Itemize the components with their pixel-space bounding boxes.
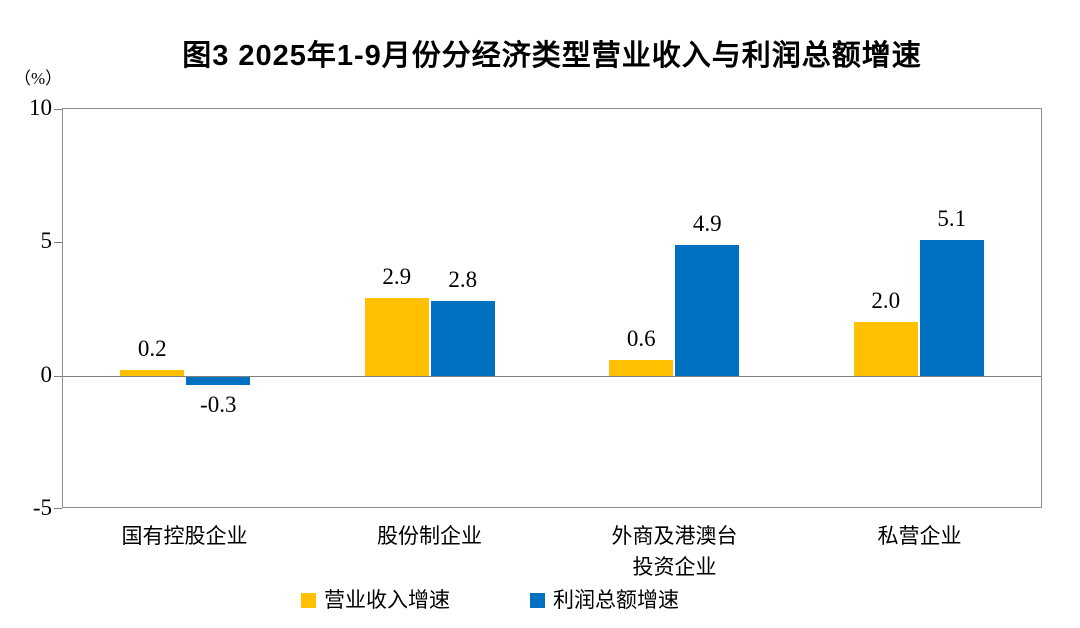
legend-label: 利润总额增速: [553, 588, 679, 612]
y-tick-label: 0: [40, 361, 53, 387]
legend: 营业收入增速 利润总额增速: [0, 588, 980, 612]
y-tick-label: 10: [29, 95, 52, 120]
revenue-growth-bar: [364, 298, 429, 376]
legend-label: 营业收入增速: [324, 588, 450, 612]
x-category-label: 国有控股企业: [121, 524, 248, 548]
bar-value-label: 5.1: [937, 205, 967, 231]
y-axis-unit-label: （%）: [14, 69, 63, 88]
bar-group: 2.9 2.8: [308, 109, 553, 507]
bar-value-label: 2.9: [382, 264, 412, 290]
bar-value-label: -0.3: [200, 391, 237, 417]
legend-item: 利润总额增速: [530, 588, 679, 612]
zero-line: [63, 376, 1041, 377]
plot-area: 0.2 -0.3 2.9 2.8 0.6 4.9 2.0 5.1: [54, 108, 1042, 509]
x-category-label: 私营企业: [877, 524, 962, 548]
y-tick-mark: [54, 375, 62, 377]
profit-growth-bar: [430, 301, 495, 376]
legend-item: 营业收入增速: [301, 588, 450, 612]
y-tick-label: 5: [40, 228, 53, 254]
bar-value-label: 0.2: [137, 336, 167, 362]
bar-group: 0.2 -0.3: [63, 109, 308, 507]
profit-growth-bar: [186, 376, 251, 385]
x-axis-category-labels: 国有控股企业 股份制企业 外商及港澳台 投资企业 私营企业: [62, 521, 1042, 583]
bar-value-label: 2.8: [448, 267, 478, 292]
bar-value-label: 4.9: [692, 211, 722, 236]
y-tick-mark: [54, 109, 62, 110]
bar-group: 2.0 5.1: [797, 109, 1042, 507]
chart-title: 图3 2025年1-9月份分经济类型营业收入与利润总额增速: [182, 40, 922, 72]
y-tick-label: -5: [32, 495, 52, 520]
revenue-growth-bar: [609, 359, 674, 376]
x-category-label: 股份制企业: [377, 524, 482, 548]
revenue-growth-bar: [120, 370, 185, 376]
bar-value-label: 0.6: [626, 325, 656, 351]
y-axis-tick-labels: 10 5 0 -5: [0, 95, 53, 520]
x-category-label: 外商及港澳台 投资企业: [611, 524, 738, 579]
y-tick-mark: [54, 242, 62, 244]
bar-group: 0.6 4.9: [552, 109, 797, 507]
bar-value-label: 2.0: [871, 288, 901, 314]
profit-growth-swatch-icon: [530, 592, 545, 608]
y-tick-mark: [54, 508, 62, 509]
revenue-growth-bar: [853, 322, 918, 376]
profit-growth-bar: [919, 239, 984, 376]
revenue-growth-swatch-icon: [301, 592, 316, 608]
profit-growth-bar: [675, 245, 740, 376]
